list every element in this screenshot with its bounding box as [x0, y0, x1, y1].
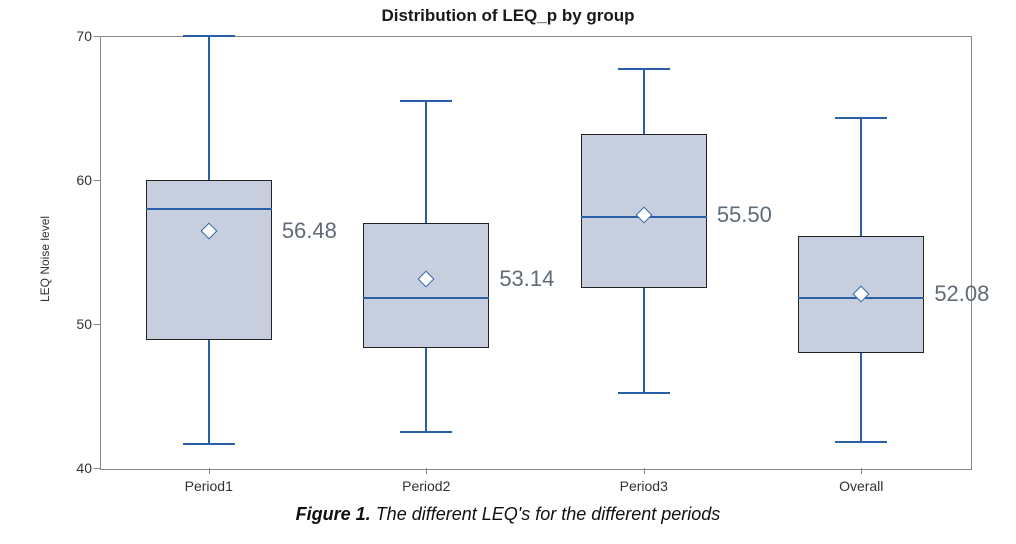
chart-title: Distribution of LEQ_p by group: [0, 6, 1016, 26]
x-tick-label: Period3: [574, 478, 714, 494]
whisker-cap-lower: [400, 431, 452, 433]
whisker-cap-upper: [400, 100, 452, 102]
whisker-lower: [643, 288, 645, 393]
whisker-upper: [425, 101, 427, 223]
whisker-upper: [208, 36, 210, 180]
y-tick-label: 60: [52, 172, 92, 188]
whisker-cap-upper: [835, 117, 887, 119]
mean-value-label: 53.14: [499, 266, 554, 292]
x-tick-label: Overall: [791, 478, 931, 494]
x-tick-label: Period2: [356, 478, 496, 494]
y-axis-label: LEQ Noise level: [38, 216, 52, 302]
mean-value-label: 52.08: [934, 281, 989, 307]
boxplot-chart: Distribution of LEQ_p by group LEQ Noise…: [0, 0, 1016, 544]
median-line: [146, 208, 272, 210]
whisker-cap-lower: [183, 443, 235, 445]
median-line: [363, 297, 489, 299]
whisker-cap-upper: [183, 35, 235, 37]
y-tick-label: 40: [52, 460, 92, 476]
iqr-box: [146, 180, 272, 340]
whisker-cap-upper: [618, 68, 670, 70]
whisker-cap-lower: [618, 392, 670, 394]
whisker-cap-lower: [835, 441, 887, 443]
whisker-upper: [860, 118, 862, 236]
whisker-lower: [860, 353, 862, 442]
mean-value-label: 55.50: [717, 202, 772, 228]
x-tick-label: Period1: [139, 478, 279, 494]
mean-value-label: 56.48: [282, 218, 337, 244]
caption-prefix: Figure 1.: [296, 504, 371, 524]
whisker-upper: [643, 69, 645, 134]
whisker-lower: [425, 348, 427, 432]
y-tick-label: 70: [52, 28, 92, 44]
caption-text: The different LEQ's for the different pe…: [371, 504, 721, 524]
y-tick-label: 50: [52, 316, 92, 332]
figure-caption: Figure 1. The different LEQ's for the di…: [0, 504, 1016, 525]
whisker-lower: [208, 340, 210, 444]
